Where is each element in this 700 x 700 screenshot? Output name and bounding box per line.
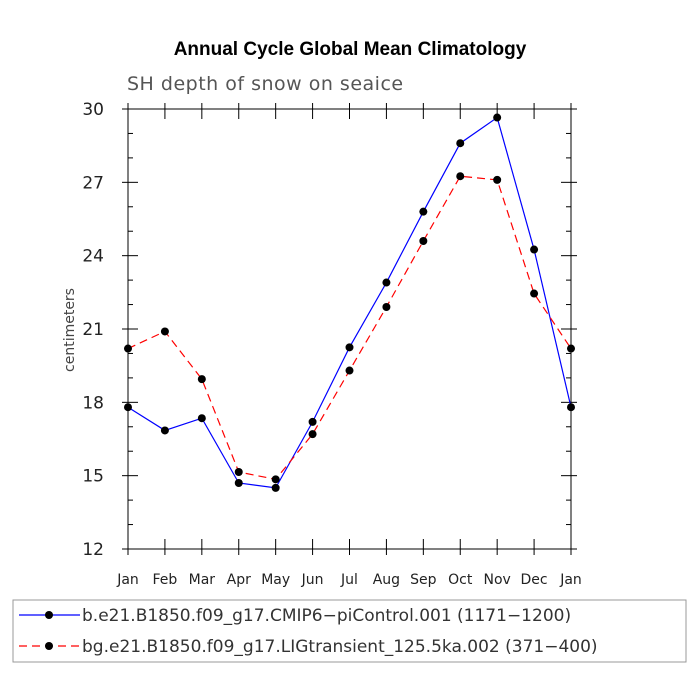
x-tick-label: Aug [373, 572, 400, 588]
series-2-point [493, 175, 502, 184]
y-tick-label: 18 [82, 393, 104, 413]
series-1-point [345, 343, 354, 352]
series-2-point [308, 430, 317, 439]
x-tick-label: May [261, 572, 290, 588]
series-2-point [567, 344, 575, 353]
series-line-1 [127, 116, 572, 489]
legend-marker-2 [45, 642, 53, 650]
y-axis-label: centimeters [62, 288, 78, 372]
series-2-point [234, 468, 243, 476]
chart-title: Annual Cycle Global Mean Climatology [174, 39, 527, 60]
x-tick-label: Jan [116, 572, 139, 588]
series-2-point [456, 172, 465, 181]
y-tick-label: 15 [82, 467, 104, 487]
series-2-point [345, 366, 354, 375]
x-tick-label: Jun [301, 572, 324, 588]
chart-subtitle: SH depth of snow on seaice [127, 73, 404, 95]
series-1-point [456, 139, 465, 148]
series-2-point [419, 237, 428, 245]
series-2-point [382, 303, 391, 311]
series-1-point [197, 414, 206, 423]
x-tick-label: Oct [448, 572, 473, 588]
legend-label-1: b.e21.B1850.f09_g17.CMIP6−piControl.001 … [82, 606, 571, 626]
legend-box [12, 599, 687, 663]
y-tick-label: 24 [82, 247, 104, 267]
series-1-point [382, 278, 391, 287]
legend-label-2: bg.e21.B1850.f09_g17.LIGtransient_125.5k… [82, 637, 598, 657]
series-line-2 [127, 175, 572, 480]
series-1-point [530, 245, 539, 254]
y-tick-label: 30 [82, 100, 104, 120]
legend: b.e21.B1850.f09_g17.CMIP6−piControl.001 … [19, 606, 598, 657]
y-tick-label: 12 [82, 540, 104, 560]
series-layer [124, 113, 575, 492]
x-tick-label: Jan [559, 572, 582, 588]
series-1-point [493, 113, 502, 122]
legend-marker-1 [45, 611, 53, 619]
x-tick-labels: Jan Feb Mar Apr May Jun Jul Aug Sep Oct Nov Dec Jan [116, 572, 582, 588]
plot-frame [127, 108, 572, 550]
y-tick-labels: 12 15 18 21 24 27 30 [82, 100, 104, 560]
axis-ticks [122, 103, 577, 555]
series-1-point [419, 207, 428, 216]
series-1-point [271, 483, 280, 492]
series-1-point [234, 479, 243, 487]
x-tick-label: Sep [410, 572, 437, 588]
y-tick-label: 27 [82, 173, 104, 193]
y-tick-label: 21 [82, 320, 104, 340]
series-1-point [124, 403, 132, 412]
series-2-point [271, 475, 280, 484]
x-tick-label: Jul [340, 572, 358, 588]
series-1-point [567, 403, 575, 412]
x-tick-label: Mar [189, 572, 216, 588]
series-2-point [530, 289, 539, 298]
series-2-point [160, 327, 169, 336]
series-1-point [160, 426, 169, 435]
x-tick-label: Feb [153, 572, 178, 588]
series-1-point [308, 417, 317, 426]
series-2-point [124, 344, 132, 353]
x-tick-label: Apr [227, 572, 251, 588]
series-2-point [197, 375, 206, 384]
x-tick-label: Dec [521, 572, 548, 588]
x-tick-label: Nov [484, 572, 511, 588]
